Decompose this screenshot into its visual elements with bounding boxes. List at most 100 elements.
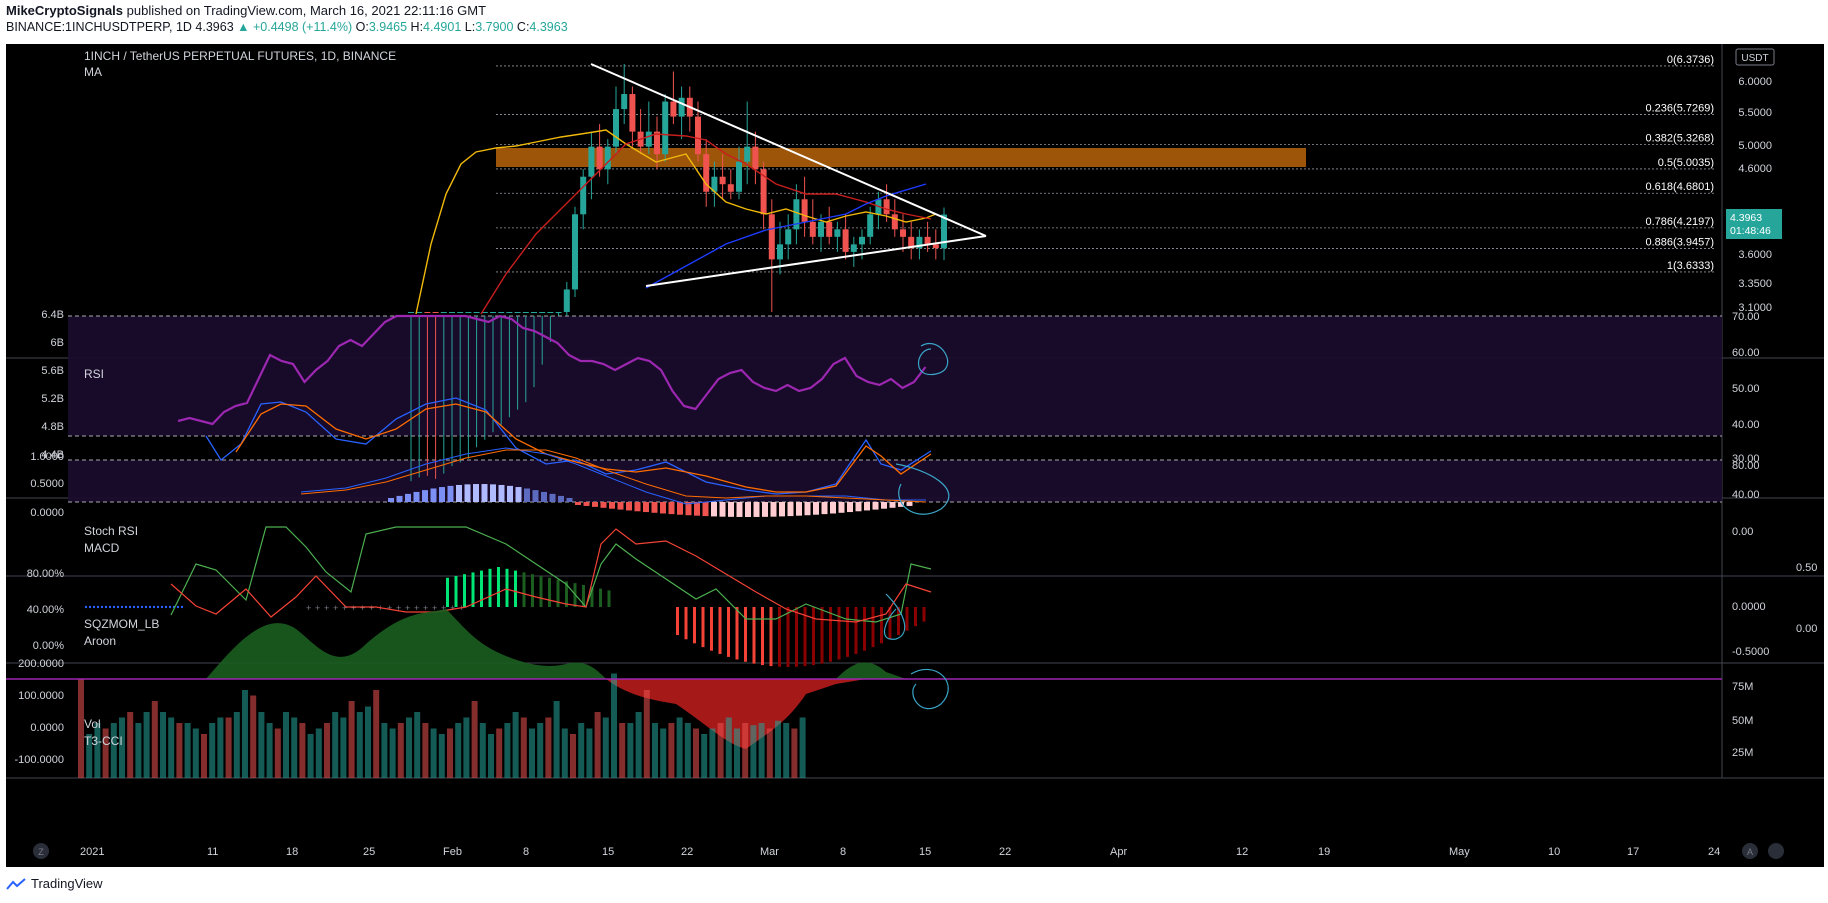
settings-icon[interactable]: [1768, 843, 1784, 859]
z-glyph: Z: [38, 847, 44, 857]
sqz-histogram-bar: [795, 607, 798, 667]
volume-bar: [758, 723, 765, 778]
volume-bar: [766, 728, 773, 778]
chart-area[interactable]: 0(6.3736) 0.236(5.7269) 0.382(5.3268) 0.5(5…: [6, 44, 1824, 867]
candle-body: [719, 176, 726, 185]
sqz-histogram-bar: [480, 570, 483, 607]
candle-body: [916, 236, 923, 249]
close-label: C:: [516, 20, 530, 34]
price-change: ▲ +0.4498 (+11.4%): [237, 20, 353, 34]
upper-trendline: [590, 63, 987, 237]
price-axis-tick: 3.6000: [1738, 249, 1772, 261]
candle-body: [604, 146, 611, 170]
candle-body: [818, 221, 824, 237]
volume-bar: [455, 723, 462, 778]
candle-body: [736, 161, 742, 192]
macd-line: [300, 447, 926, 505]
sqz-histogram-bar: [880, 607, 883, 644]
volume-bar: [332, 712, 339, 778]
aroon-down-line: [170, 528, 932, 623]
candle-body: [711, 176, 718, 192]
volume-bar: [783, 723, 790, 778]
volume-bar: [734, 728, 740, 778]
t3-cci-negative-area: [606, 679, 866, 749]
low-value: 3.7900: [475, 20, 514, 34]
candle-body: [744, 146, 751, 162]
macd-histogram-bar: [719, 502, 726, 517]
sqz-cross: +: [369, 603, 374, 613]
sqz-histogram-bar: [812, 607, 815, 666]
sqz-histogram-bar: [607, 590, 611, 607]
sqz-dot: [144, 605, 148, 609]
candle-body: [572, 214, 578, 290]
sqz-histogram-bar: [505, 568, 509, 607]
volume-bar: [78, 679, 84, 778]
aroon-up-line: [170, 526, 932, 623]
macd-histogram-bar: [549, 493, 556, 502]
volume-bar: [725, 717, 732, 778]
volume-bar: [143, 712, 150, 778]
volume-bar: [660, 728, 667, 778]
volume-bar: [709, 728, 716, 778]
macd-histogram-bar: [872, 502, 879, 510]
macd-histogram-bar: [405, 493, 411, 502]
price-axis-tick: 5.0000: [1738, 140, 1772, 152]
sqz-right-axis-tick: -0.5000: [1732, 646, 1769, 658]
sqz-histogram-bar: [829, 607, 832, 662]
sqz-dot: [84, 605, 88, 609]
candle-body: [457, 312, 464, 313]
sqz-histogram-bar: [888, 607, 892, 640]
rsi-line: [177, 314, 927, 426]
candle-body: [727, 184, 734, 192]
macd-histogram-bar: [898, 502, 904, 507]
sqzmom-label: SQZMOM_LB: [84, 617, 159, 631]
last-price: 4.3963: [195, 20, 234, 34]
fib-zone: [496, 148, 1306, 167]
vol-label: Vol: [84, 717, 101, 731]
candle-body: [760, 169, 767, 215]
volume-bar: [225, 717, 232, 778]
publish-info: MikeCryptoSignals published on TradingVi…: [6, 3, 486, 18]
volume-bar: [529, 728, 535, 778]
macd-histogram-bar: [634, 502, 641, 512]
macd-histogram-bar: [855, 502, 862, 512]
macd-histogram-bar: [507, 485, 513, 502]
sqz-histogram-bar: [803, 607, 807, 667]
sqz-histogram-bar: [454, 576, 458, 607]
volume-bar: [250, 695, 257, 778]
sqz-cross: +: [405, 603, 410, 613]
volume-bar: [192, 728, 199, 778]
author-name: MikeCryptoSignals: [6, 3, 124, 18]
sqz-histogram-bar: [497, 567, 500, 607]
macd-histogram-bar: [575, 502, 581, 505]
macd-histogram-bar: [481, 484, 488, 502]
macd-histogram-bar: [498, 484, 505, 502]
sqz-cross: +: [423, 603, 428, 613]
sqz-cross: +: [333, 603, 338, 613]
currency-badge[interactable]: [1735, 48, 1775, 66]
macd-histogram-bar: [728, 502, 734, 517]
candle-body: [588, 146, 595, 177]
volume-bar: [701, 734, 708, 778]
macd-histogram-bar: [796, 502, 802, 516]
currency-badge-text: USDT: [1741, 53, 1768, 64]
volume-bar: [520, 717, 527, 778]
volume-bar: [586, 728, 593, 778]
volume-bar: [307, 734, 314, 778]
sqz-histogram-bar: [582, 585, 585, 607]
sqz-cross: +: [360, 603, 365, 613]
macd-histogram-bar: [762, 502, 768, 517]
sqz-histogram-bar: [922, 607, 926, 622]
auto-scale-icon[interactable]: [1742, 843, 1758, 859]
time-axis-tick: 17: [1627, 846, 1639, 858]
macd-histogram-bar: [643, 502, 649, 513]
timezone-icon[interactable]: [33, 843, 49, 859]
volume-bar: [406, 717, 412, 778]
tradingview-logo-icon: [6, 877, 26, 890]
sqz-dot: [148, 605, 152, 609]
fib-level-label: 0.618(4.6801): [1646, 181, 1715, 193]
candle-body: [645, 131, 652, 147]
countdown-badge-text: 01:48:46: [1730, 225, 1771, 237]
volume-bar: [119, 717, 125, 778]
rsi-left-axis-tick: 5.6B: [41, 365, 64, 377]
